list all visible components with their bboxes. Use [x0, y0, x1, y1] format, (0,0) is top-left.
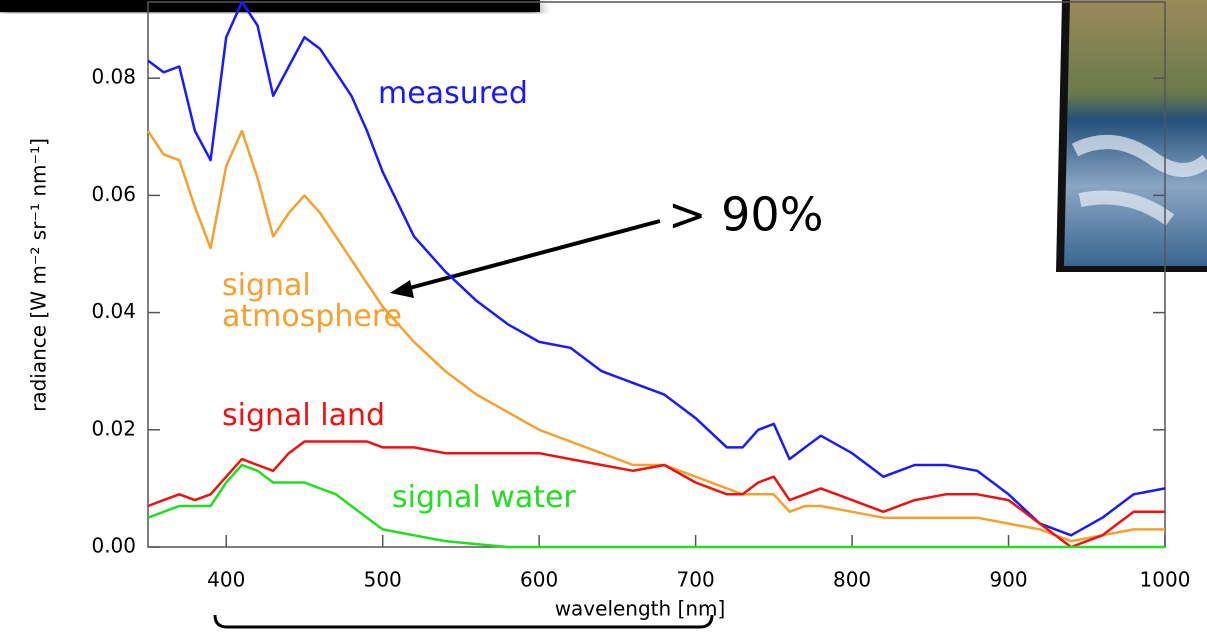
series-label: signal atmosphere [222, 268, 402, 334]
y-tick-label: 0.06 [91, 182, 136, 206]
x-tick-label: 600 [520, 568, 558, 592]
y-tick-label: 0.04 [91, 299, 136, 323]
series-label: measured [378, 76, 528, 111]
x-tick-label: 700 [677, 568, 715, 592]
overlay-bar [0, 0, 540, 12]
y-tick-label: 0.08 [91, 65, 136, 89]
series-line [147, 440, 1165, 549]
bracket [213, 614, 714, 629]
arrow-head [390, 280, 414, 298]
x-tick-label: 800 [833, 568, 871, 592]
y-tick-label: 0.02 [91, 416, 136, 440]
series-line [147, 0, 1166, 537]
y-tick-label: 0.00 [91, 534, 136, 558]
series-line [146, 129, 1165, 543]
y-axis-label: radiance [W m⁻² sr⁻¹ nm⁻¹] [27, 138, 51, 412]
arrow [401, 219, 661, 292]
x-tick-label: 400 [207, 568, 245, 592]
series-label: signal water [392, 480, 576, 515]
x-tick-label: 500 [364, 568, 402, 592]
x-tick-label: 1000 [1140, 568, 1191, 592]
series-line [147, 463, 1165, 549]
x-axis-label: wavelength [nm] [555, 597, 726, 621]
clouds [1071, 135, 1207, 226]
x-tick-label: 900 [989, 568, 1027, 592]
satellite-image [1064, 0, 1207, 266]
annotation: > 90% [668, 188, 823, 242]
series-label: signal land [222, 398, 386, 433]
